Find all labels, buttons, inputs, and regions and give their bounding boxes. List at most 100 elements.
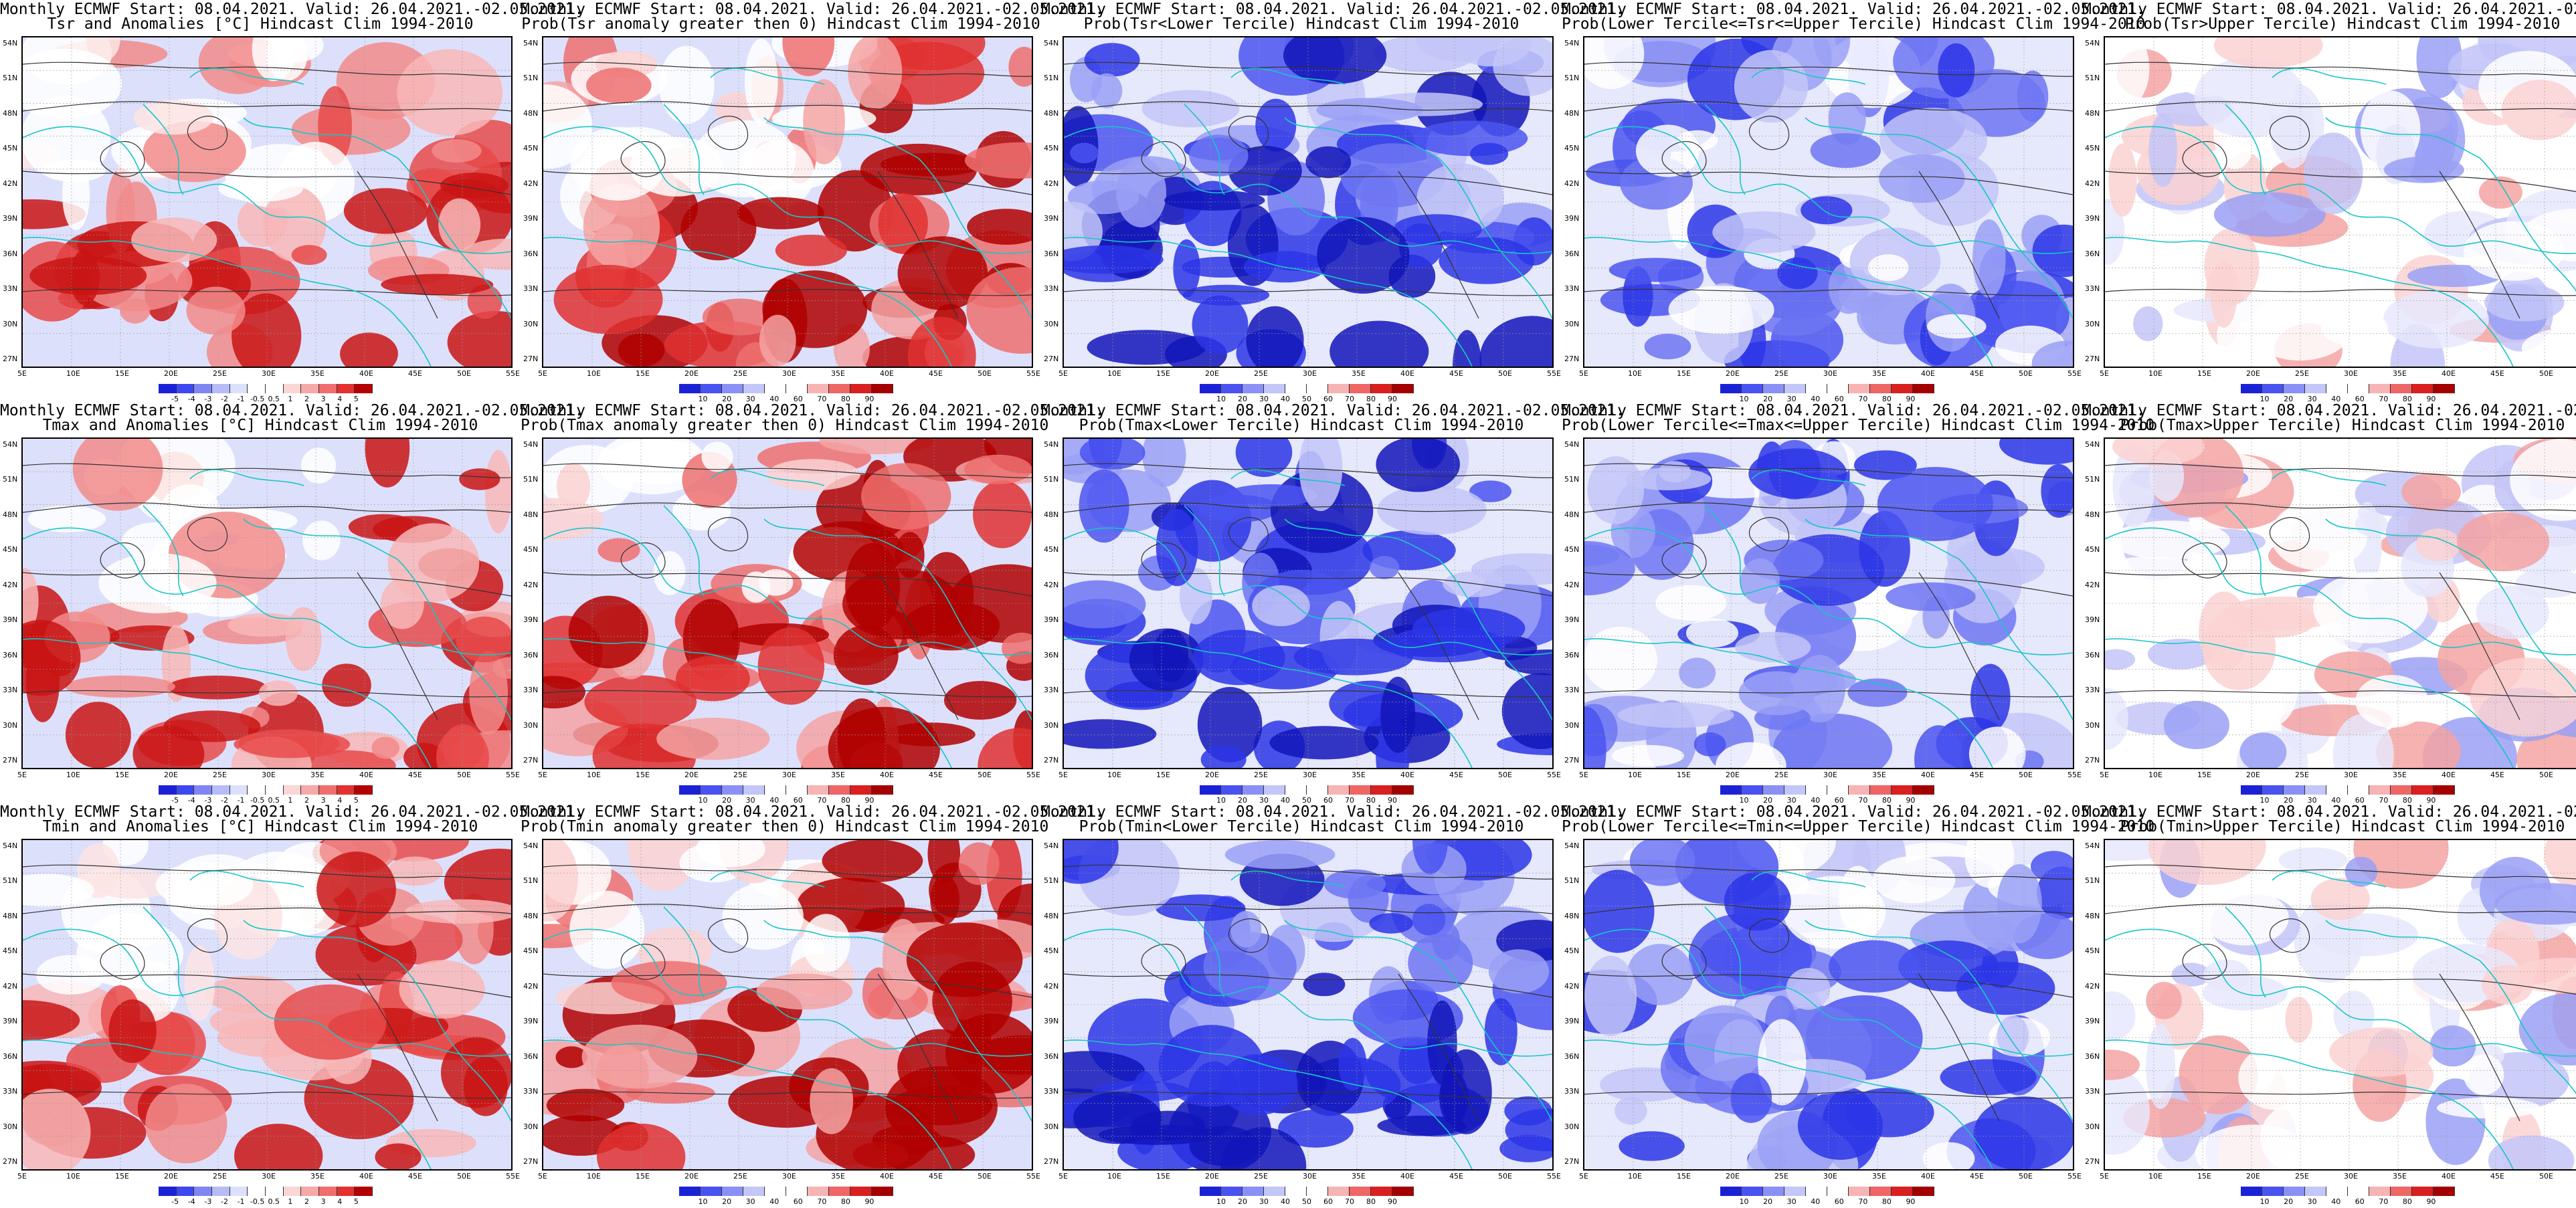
panel-title-line2: Tmax and Anomalies [°C] Hindcast Clim 19… [0, 417, 521, 434]
latitude-label: 33N [3, 686, 17, 694]
latitude-label: 54N [1044, 440, 1059, 449]
longitude-label: 55E [2067, 1172, 2082, 1181]
latitude-label: 42N [2085, 179, 2100, 188]
colorbar-segment [1913, 1187, 1934, 1196]
latitude-label: 30N [2085, 320, 2100, 328]
latitude-label: 51N [523, 876, 538, 885]
colorbar-segment [1221, 785, 1243, 795]
longitude-label: 35E [2393, 1172, 2407, 1181]
colorbar-segment [194, 384, 212, 393]
panel-title-line2: Tmin and Anomalies [°C] Hindcast Clim 19… [0, 819, 521, 835]
longitude-label: 25E [733, 1172, 747, 1181]
field-blob [66, 702, 131, 768]
longitude-label: 40E [359, 369, 373, 378]
panel-title-line2: Prob(Tsr<Lower Tercile) Hindcast Clim 19… [1041, 16, 1562, 33]
panel-tmax-prob-upper: Monthly ECMWF Start: 08.04.2021. Valid: … [2082, 401, 2576, 803]
field-blob [98, 553, 216, 613]
map-svg [23, 37, 511, 367]
longitude-label: 5E [1059, 771, 1068, 779]
field-blob [2401, 474, 2461, 511]
latitude-label: 36N [1044, 651, 1059, 660]
colorbar-segment [1849, 785, 1870, 795]
latitude-label: 30N [1564, 1122, 1579, 1131]
field-blob [702, 441, 733, 472]
colorbar-segment [743, 1187, 765, 1196]
colorbar-segment [1892, 1187, 1913, 1196]
colorbar-segment [301, 785, 319, 795]
field-blob [218, 175, 303, 202]
field-blob [1645, 334, 1691, 359]
field-blob [2238, 1045, 2315, 1110]
longitude-label: 30E [1303, 369, 1317, 378]
latitude-label: 51N [3, 475, 17, 484]
latitude-label: 27N [1564, 355, 1579, 363]
longitude-label: 20E [164, 771, 178, 779]
field-blob [2146, 982, 2182, 1019]
latitude-label: 27N [3, 355, 17, 363]
latitude-label: 42N [1044, 982, 1059, 991]
longitude-label: 15E [115, 1172, 129, 1181]
panel-title-line2: Prob(Tsr>Upper Tercile) Hindcast Clim 19… [2082, 16, 2576, 33]
latitude-label: 51N [2085, 475, 2100, 484]
colorbar-segment [319, 785, 337, 795]
field-blob [1305, 146, 1351, 178]
latitude-label: 45N [523, 946, 538, 955]
colorbar-segment [701, 785, 722, 795]
longitude-label: 50E [1498, 1172, 1512, 1181]
colorbar-segment [194, 1187, 212, 1196]
latitude-label: 51N [3, 876, 17, 885]
panel-title-line2: Prob(Tmax>Upper Tercile) Hindcast Clim 1… [2082, 417, 2576, 434]
field-blob [2383, 290, 2489, 348]
latitude-label: 36N [1564, 249, 1579, 258]
latitude-label: 30N [1564, 320, 1579, 328]
field-blob [2464, 1054, 2504, 1095]
colorbar-segment [1742, 1187, 1763, 1196]
field-blob [1099, 1125, 1215, 1145]
field-blob [292, 245, 327, 265]
colorbar-segment [2305, 384, 2326, 393]
colorbar-segment [301, 1187, 319, 1196]
longitude-label: 10E [66, 369, 80, 378]
colorbar-segment [177, 384, 195, 393]
longitude-label: 35E [1352, 369, 1366, 378]
colorbar-segment [230, 785, 248, 795]
longitude-label: 45E [408, 369, 422, 378]
latitude-label: 42N [1564, 179, 1579, 188]
map-svg [1064, 37, 1552, 367]
field-blob [440, 173, 509, 199]
latitude-label: 33N [523, 1087, 538, 1096]
colorbar-segment [2369, 384, 2391, 393]
colorbar-segment [2369, 785, 2391, 795]
longitude-label: 40E [1921, 771, 1935, 779]
colorbar-segment [722, 384, 743, 393]
longitude-label: 35E [2393, 771, 2407, 779]
latitude-label: 42N [1564, 982, 1579, 991]
latitude-label: 42N [523, 982, 538, 991]
latitude-label: 45N [1564, 545, 1579, 554]
latitude-label: 45N [3, 946, 17, 955]
longitude-label: 45E [1449, 369, 1463, 378]
longitude-label: 25E [733, 771, 747, 779]
field-blob [554, 265, 663, 334]
colorbar-tick-label: 10 [699, 1197, 708, 1206]
field-blob [302, 520, 340, 560]
latitude-label: 48N [2085, 109, 2100, 118]
colorbar-segment [1328, 384, 1350, 393]
colorbar-segment [722, 1187, 743, 1196]
longitude-label: 25E [1254, 771, 1268, 779]
map-area [21, 437, 513, 769]
latitude-label: 27N [1564, 1157, 1579, 1166]
longitude-label: 35E [831, 369, 845, 378]
panel-tsr-prob-gt0: Monthly ECMWF Start: 08.04.2021. Valid: … [521, 0, 1041, 401]
colorbar-segment [1264, 1187, 1285, 1196]
field-blob [432, 139, 481, 163]
latitude-label: 45N [523, 144, 538, 153]
longitude-label: 5E [17, 771, 27, 779]
colorbar-segment [2262, 785, 2284, 795]
longitude-label: 20E [1205, 1172, 1219, 1181]
colorbar-segment [1221, 1187, 1243, 1196]
field-blob [1679, 658, 1716, 688]
field-blob [860, 144, 977, 195]
longitude-label: 30E [262, 1172, 276, 1181]
latitude-label: 36N [2085, 651, 2100, 660]
